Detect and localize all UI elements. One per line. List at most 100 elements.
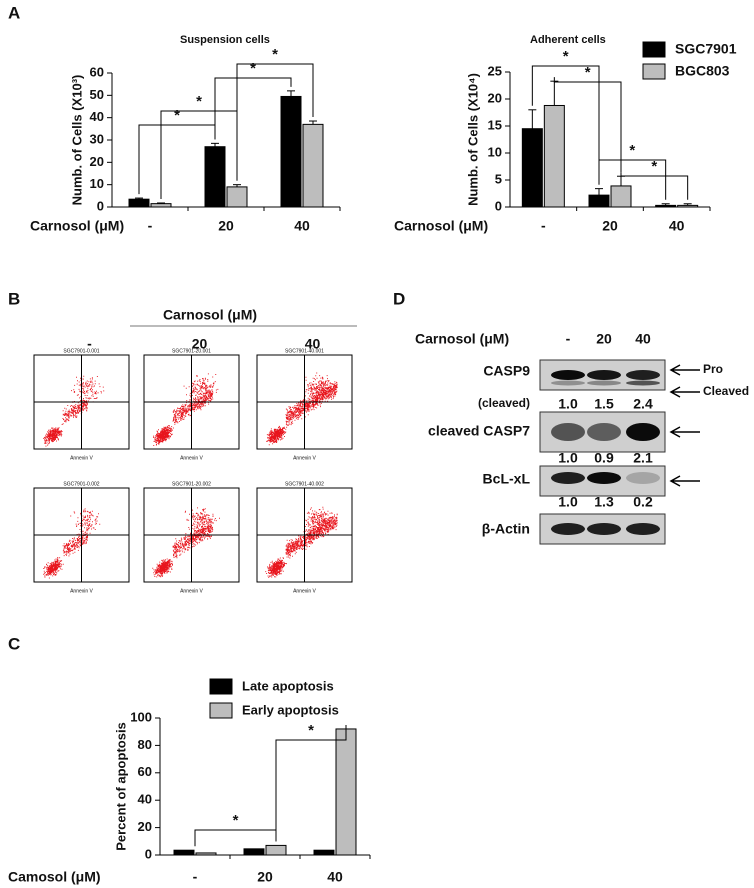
flow-plot-title: SGC7901-0.002: [63, 481, 99, 487]
significance-bracket: [620, 172, 689, 200]
significance-bracket: [531, 65, 600, 185]
x-axis-label: Carnosol (μM): [394, 218, 488, 234]
y-tick-label: 25: [488, 63, 502, 78]
y-tick-label: 60: [90, 64, 104, 79]
blot-row-sublabel: (cleaved): [478, 396, 530, 410]
bar: [610, 185, 632, 208]
bar: [243, 848, 265, 856]
significance-star: *: [563, 48, 569, 65]
bar: [543, 104, 565, 208]
flow-x-label: Annexin V: [293, 588, 316, 594]
panel-label: B: [8, 289, 20, 308]
bar: [521, 128, 543, 208]
error-bar: [617, 175, 625, 186]
y-tick-label: 0: [495, 198, 502, 213]
y-axis-label: Percent of apoptosis: [113, 722, 128, 851]
bar: [226, 186, 248, 208]
flow-plot-title: SGC7901-40.001: [285, 348, 324, 354]
significance-bracket: [553, 77, 622, 173]
x-tick-label: 40: [327, 869, 343, 885]
blot-band: [626, 523, 660, 535]
bar: [195, 852, 217, 856]
blot-quantification: 0.9: [594, 450, 614, 466]
panel-label: A: [8, 3, 20, 22]
blot-band: [551, 472, 585, 484]
blot-band: [626, 423, 660, 441]
significance-bracket: [138, 124, 216, 195]
x-tick-label: 20: [602, 218, 618, 234]
y-axis-label: Numb. of Cells (X10⁴): [465, 73, 480, 206]
blot-arrow: [669, 386, 700, 398]
flow-x-label: Annexin V: [70, 455, 93, 461]
bar: [313, 849, 335, 856]
significance-bracket: [275, 724, 347, 842]
error-bar: [135, 197, 143, 200]
bar: [588, 194, 610, 208]
x-axis-label: Camosol (μM): [8, 869, 101, 885]
significance-star: *: [585, 64, 591, 81]
blot-band: [587, 423, 621, 441]
y-tick-label: 50: [90, 87, 104, 102]
blot-quantification: 2.1: [633, 450, 653, 466]
y-tick-label: 40: [138, 792, 152, 807]
error-bar: [595, 188, 603, 196]
blot-band: [587, 523, 621, 535]
y-tick-label: 60: [138, 764, 152, 779]
bar: [150, 203, 172, 208]
blot-band: [626, 380, 660, 386]
significance-bracket: [194, 829, 277, 847]
blot-quantification: 1.0: [558, 450, 578, 466]
y-tick-label: 20: [90, 154, 104, 169]
y-tick-label: 20: [138, 819, 152, 834]
flow-dots: [43, 375, 105, 447]
x-tick-label: 20: [218, 218, 234, 234]
significance-star: *: [272, 46, 278, 63]
significance-star: *: [308, 722, 314, 739]
y-tick-label: 10: [90, 176, 104, 191]
blot-band: [626, 370, 660, 380]
legend-swatch: [642, 41, 666, 58]
blot-quantification: 1.0: [558, 396, 578, 412]
blot-band: [626, 472, 660, 484]
bar: [655, 204, 677, 208]
y-tick-label: 40: [90, 109, 104, 124]
flow-column-label: -: [87, 336, 92, 352]
significance-bracket: [214, 77, 292, 140]
blot-quantification: 1.0: [558, 494, 578, 510]
bar: [335, 728, 357, 856]
flow-plot-title: SGC7901-40.002: [285, 481, 324, 487]
legend-label: BGC803: [675, 63, 730, 79]
bar: [265, 844, 287, 856]
blot-header: Carnosol (μM): [415, 331, 509, 347]
blot-band: [551, 380, 585, 386]
blot-band: [551, 370, 585, 380]
x-tick-label: -: [541, 218, 546, 234]
blot-quantification: 1.5: [594, 396, 614, 412]
legend-swatch: [209, 678, 233, 695]
legend-label: Early apoptosis: [242, 702, 339, 717]
flow-x-label: Annexin V: [180, 455, 203, 461]
bar: [128, 198, 150, 208]
bar: [677, 204, 699, 208]
significance-star: *: [174, 107, 180, 124]
error-bar: [211, 142, 219, 147]
error-bar: [661, 203, 670, 206]
flow-column-label: 40: [305, 336, 321, 352]
chart-title: Adherent cells: [530, 34, 606, 46]
y-tick-label: 5: [495, 171, 502, 186]
significance-star: *: [250, 60, 256, 77]
flow-x-label: Annexin V: [293, 455, 316, 461]
significance-star: *: [233, 812, 239, 829]
error-bar: [287, 90, 295, 97]
bar: [173, 849, 195, 856]
y-tick-label: 0: [97, 198, 104, 213]
legend-swatch: [209, 702, 233, 719]
y-tick-label: 30: [90, 131, 104, 146]
blot-arrow: [669, 426, 700, 438]
lane-label: -: [566, 331, 571, 347]
y-tick-label: 10: [488, 144, 502, 159]
x-tick-label: 40: [294, 218, 310, 234]
flow-plot-title: SGC7901-20.002: [172, 481, 211, 487]
significance-bracket: [598, 159, 667, 200]
significance-bracket: [160, 110, 238, 199]
